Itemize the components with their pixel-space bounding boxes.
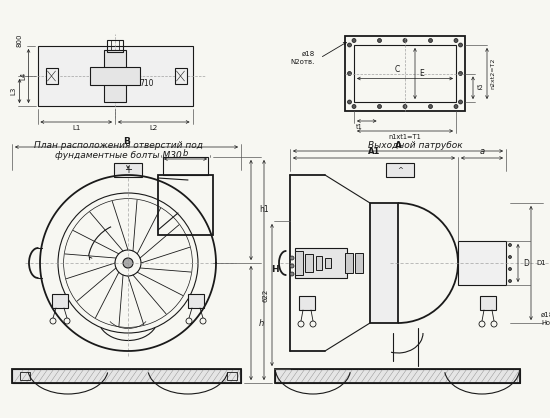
Circle shape	[377, 104, 382, 109]
Bar	[90, 67, 140, 85]
Text: Выходной патрубок: Выходной патрубок	[368, 142, 463, 150]
Text: |: |	[118, 41, 120, 51]
Text: n2xt2=T2: n2xt2=T2	[491, 58, 496, 89]
Circle shape	[428, 38, 432, 43]
Bar	[46, 68, 58, 84]
Circle shape	[459, 71, 463, 76]
Text: N2отв.: N2отв.	[290, 59, 315, 65]
Text: D: D	[523, 258, 529, 268]
Text: 622: 622	[262, 288, 268, 302]
Text: A1: A1	[368, 148, 380, 156]
Bar	[386, 163, 414, 177]
Circle shape	[290, 256, 294, 260]
Bar	[52, 294, 68, 308]
Circle shape	[290, 272, 294, 276]
Circle shape	[454, 104, 458, 109]
Circle shape	[403, 38, 407, 43]
Text: L1: L1	[72, 125, 80, 131]
Bar	[295, 251, 303, 275]
Circle shape	[428, 104, 432, 109]
Bar	[20, 372, 30, 380]
Circle shape	[352, 38, 356, 43]
Bar	[480, 296, 496, 310]
Bar	[458, 241, 506, 285]
Text: C: C	[394, 65, 400, 74]
Bar	[299, 296, 315, 310]
Circle shape	[352, 104, 356, 109]
Circle shape	[509, 280, 512, 283]
Bar	[12, 369, 241, 383]
Bar	[12, 369, 241, 383]
Bar	[370, 203, 398, 323]
Bar	[355, 253, 363, 273]
Circle shape	[290, 264, 294, 268]
Bar	[114, 163, 142, 177]
Text: A: A	[394, 140, 402, 150]
Bar	[37, 46, 192, 106]
Bar	[354, 45, 456, 102]
Text: h1: h1	[259, 206, 268, 214]
Bar	[316, 256, 322, 270]
Circle shape	[509, 268, 512, 270]
Text: n1xt1=T1: n1xt1=T1	[389, 134, 421, 140]
Text: L4: L4	[20, 72, 26, 80]
Bar	[227, 372, 237, 380]
Bar	[163, 157, 208, 175]
Bar	[107, 40, 123, 52]
Text: ø18: ø18	[302, 51, 315, 57]
Text: a: a	[480, 148, 485, 156]
Bar	[275, 369, 520, 383]
Bar	[325, 258, 331, 268]
Circle shape	[377, 38, 382, 43]
Text: t2: t2	[477, 85, 484, 91]
Text: |: |	[109, 41, 112, 51]
Text: фундаментные болты М30: фундаментные болты М30	[54, 151, 182, 161]
Bar	[305, 254, 313, 272]
Text: b: b	[183, 148, 188, 158]
Text: E: E	[419, 69, 424, 78]
Circle shape	[348, 43, 351, 47]
Text: +: +	[124, 165, 132, 175]
Bar	[188, 294, 204, 308]
Text: t1: t1	[356, 124, 362, 130]
Text: ^: ^	[397, 167, 403, 173]
Bar	[158, 175, 213, 235]
Circle shape	[459, 100, 463, 104]
Bar	[104, 50, 126, 102]
Text: 710: 710	[140, 79, 154, 89]
Text: ø18: ø18	[541, 312, 550, 318]
Text: Нотв.: Нотв.	[541, 320, 550, 326]
Bar	[174, 68, 186, 84]
Bar	[345, 253, 353, 273]
Circle shape	[123, 258, 133, 268]
Bar	[345, 36, 465, 111]
Circle shape	[348, 71, 351, 76]
Bar	[295, 248, 347, 278]
Circle shape	[509, 255, 512, 258]
Circle shape	[348, 100, 351, 104]
Circle shape	[509, 244, 512, 247]
Text: H: H	[271, 265, 279, 275]
Text: План расположения отверстий под: План расположения отверстий под	[34, 142, 202, 150]
Bar	[275, 369, 520, 383]
Text: B: B	[123, 137, 130, 145]
Text: L3: L3	[10, 87, 16, 95]
Circle shape	[454, 38, 458, 43]
Circle shape	[459, 43, 463, 47]
Text: h: h	[259, 319, 264, 327]
Text: D1: D1	[536, 260, 546, 266]
Circle shape	[403, 104, 407, 109]
Text: 800: 800	[16, 33, 23, 47]
Text: L2: L2	[150, 125, 158, 131]
